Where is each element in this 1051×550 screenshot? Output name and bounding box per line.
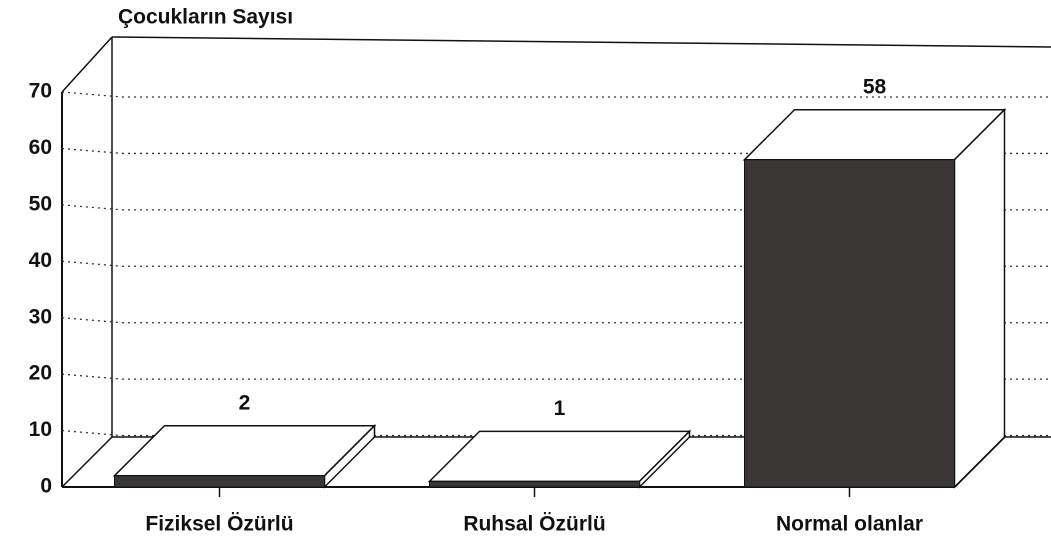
chart-title: Çocukların Sayısı [118, 6, 293, 29]
axis-depth [61, 36, 113, 93]
y-tick-label: 50 [29, 192, 52, 215]
y-tick-label: 70 [29, 80, 52, 103]
grid-line-side [61, 260, 123, 267]
x-tick-label: Fiziksel Özürlü [145, 513, 293, 536]
grid-line-side [61, 91, 123, 98]
bar [429, 480, 640, 488]
bar [114, 475, 325, 488]
back-wall-top [111, 36, 1051, 48]
value-label: 58 [863, 75, 887, 98]
y-tick-label: 10 [29, 418, 52, 441]
floor-side [61, 436, 113, 488]
grid-line-side [61, 147, 123, 155]
grid-line-side [61, 204, 123, 211]
x-tick-label: Normal olanlar [776, 513, 923, 536]
y-tick-label: 40 [29, 249, 52, 272]
y-tick-label: 20 [29, 362, 52, 385]
bar [744, 159, 955, 488]
value-label: 1 [554, 397, 566, 420]
grid-line-side [61, 429, 123, 437]
x-tick-label: Ruhsal Özürlü [463, 513, 605, 536]
y-tick-label: 30 [29, 305, 52, 328]
grid-line-side [61, 373, 123, 380]
y-tick-label: 60 [29, 136, 52, 159]
value-label: 2 [239, 391, 251, 414]
grid-line-side [61, 317, 123, 324]
y-tick-label: 0 [40, 475, 52, 498]
bar-side [953, 107, 1006, 489]
